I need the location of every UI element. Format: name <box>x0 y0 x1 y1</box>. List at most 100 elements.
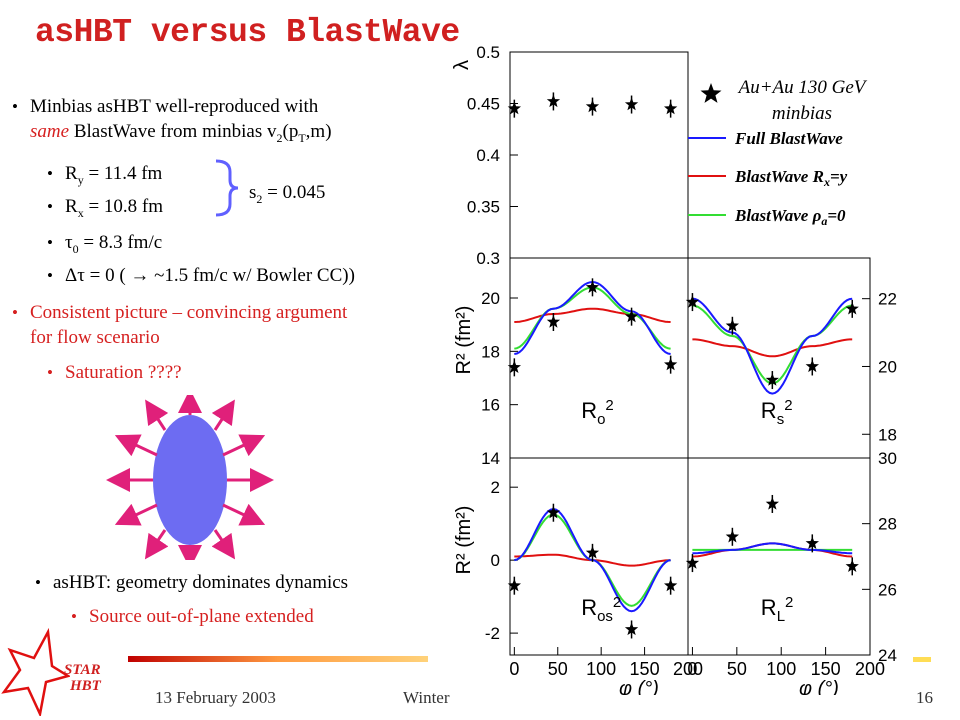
x-tick-label-right: 100 <box>766 659 796 679</box>
data-point-star <box>624 309 639 323</box>
source-ellipse-diagram <box>106 395 274 560</box>
bullet-dot: • <box>12 303 18 322</box>
y-tick-label: 0.4 <box>476 146 500 165</box>
y-tick-label: 18 <box>481 342 500 361</box>
x-tick-label-left: 200 <box>673 659 703 679</box>
legend-entry-2: BlastWave ρa=0 <box>734 206 846 228</box>
curve-blastwave-rx-ry <box>514 307 671 323</box>
s2-symbol: s <box>249 182 257 203</box>
data-point-star <box>664 578 678 592</box>
y-tick-label: 28 <box>878 515 897 534</box>
data-point-star <box>546 94 561 108</box>
footer-bar <box>128 656 428 662</box>
panel-rs: 18 20 22 Rs2 <box>685 257 897 459</box>
logo-line1: STAR <box>64 662 101 678</box>
s2-number: = 0.045 <box>262 182 326 203</box>
s2-value: s2 = 0.045 <box>249 182 325 207</box>
footer-page-number: 16 <box>916 688 933 707</box>
y-tick-label: 0.3 <box>476 249 500 268</box>
data-point-star <box>546 505 561 519</box>
dtau-symbol: Δτ <box>65 265 85 286</box>
data-point-star <box>624 622 639 636</box>
data-point-star <box>507 360 521 373</box>
bullet-minbias: • Minbias asHBT well-reproduced with <box>12 96 319 118</box>
x-tick-label-left: 150 <box>630 659 660 679</box>
y-tick-label: 20 <box>878 357 897 376</box>
bullet-dot: • <box>71 607 77 626</box>
bullet-text-line1: Minbias asHBT well-reproduced with <box>30 96 319 117</box>
bullet-dot: • <box>47 197 53 216</box>
bullet-source: • Source out-of-plane extended <box>71 606 314 628</box>
consistent-line1: Consistent picture – convincing argument <box>30 302 348 323</box>
data-point-star <box>585 99 600 113</box>
panel-rl: 24 26 28 30 RL2 <box>685 449 897 665</box>
y-tick-label: 16 <box>481 396 500 415</box>
curve-full-blastwave <box>692 542 853 555</box>
ros-axis-label: R² (fm²) <box>453 506 475 575</box>
data-point-star <box>765 497 779 510</box>
data-point-star <box>664 357 678 371</box>
y-tick-label: 20 <box>481 289 500 308</box>
data-point-star <box>585 280 600 293</box>
y-tick-label: 0.45 <box>467 95 500 114</box>
y-tick-label: 0.35 <box>467 198 500 217</box>
panel-label-rl: RL2 <box>761 594 794 625</box>
data-point-star <box>725 318 739 332</box>
data-point-star <box>685 295 700 308</box>
rx-value: = 10.8 fm <box>83 196 164 217</box>
data-point-star <box>845 559 859 572</box>
panel-frame <box>509 51 689 259</box>
panel-frame <box>509 457 689 656</box>
data-point-star <box>765 373 779 386</box>
panel-frame <box>687 257 871 459</box>
source-ellipse <box>153 415 227 545</box>
bullet-dot: • <box>47 266 53 285</box>
legend-entry-0: Full BlastWave <box>734 129 843 148</box>
bullet-ry: • Ry = 11.4 fm <box>47 163 163 191</box>
s2-subscript: 2 <box>256 191 263 206</box>
panel-label-ros: Ros2 <box>581 594 621 625</box>
panel-frame <box>509 257 689 459</box>
x-tick-label-left: 50 <box>548 659 568 679</box>
data-point-star <box>805 359 819 373</box>
brace-icon <box>215 159 239 217</box>
bullet-geometry: • asHBT: geometry dominates dynamics <box>35 572 348 594</box>
x-tick-label-right: 200 <box>855 659 885 679</box>
chart-legend: Au+Au 130 GeV minbias Full BlastWave BlastW… <box>688 77 868 228</box>
footer-date: 13 February 2003 <box>155 688 276 707</box>
legend-marker-label-1: Au+Au 130 GeV <box>737 77 868 98</box>
tau-symbol: τ <box>65 232 73 253</box>
bullet-text-line2: BlastWave from minbias v <box>69 121 277 142</box>
tau-value: = 8.3 fm/c <box>78 232 163 253</box>
y-tick-label: 0.5 <box>476 43 500 62</box>
x-tick-label-right: 150 <box>811 659 841 679</box>
bullet-dot: • <box>12 97 18 116</box>
ro-axis-label: R² (fm²) <box>453 306 475 375</box>
y-tick-label: 22 <box>878 290 897 309</box>
ry-value: = 11.4 fm <box>83 163 163 184</box>
bullet-rx: • Rx = 10.8 fm <box>47 196 164 224</box>
bullet-tau0: • τ0 = 8.3 fm/c <box>47 232 163 260</box>
data-point-star <box>507 101 521 115</box>
star-hbt-logo-text: STAR HBT <box>64 662 101 694</box>
data-point-star <box>664 101 678 115</box>
data-point-star <box>585 545 600 559</box>
bullet-minbias-line2: same BlastWave from minbias v2(pT,m) <box>30 121 332 149</box>
data-point-star <box>805 536 819 549</box>
legend-entry-1: BlastWave Rx=y <box>734 167 848 189</box>
y-tick-label: 30 <box>878 449 897 468</box>
star-logo-icon <box>1 627 70 716</box>
source-text: Source out-of-plane extended <box>89 606 314 627</box>
data-point-star <box>685 556 700 569</box>
tau-subscript: 0 <box>72 241 79 256</box>
rx-subscript: x <box>77 205 84 220</box>
data-point-star <box>546 315 561 328</box>
same-word: same <box>30 121 70 142</box>
bullet-dot: • <box>47 363 53 382</box>
x-axis-label-right: φ (°) <box>799 678 839 695</box>
x-tick-label-left: 100 <box>586 659 616 679</box>
lambda-axis-label: λ <box>451 60 473 70</box>
x-tick-label-left: 0 <box>509 659 519 679</box>
panel-label-ro: Ro2 <box>581 397 614 428</box>
logo-line2: HBT <box>70 678 101 694</box>
